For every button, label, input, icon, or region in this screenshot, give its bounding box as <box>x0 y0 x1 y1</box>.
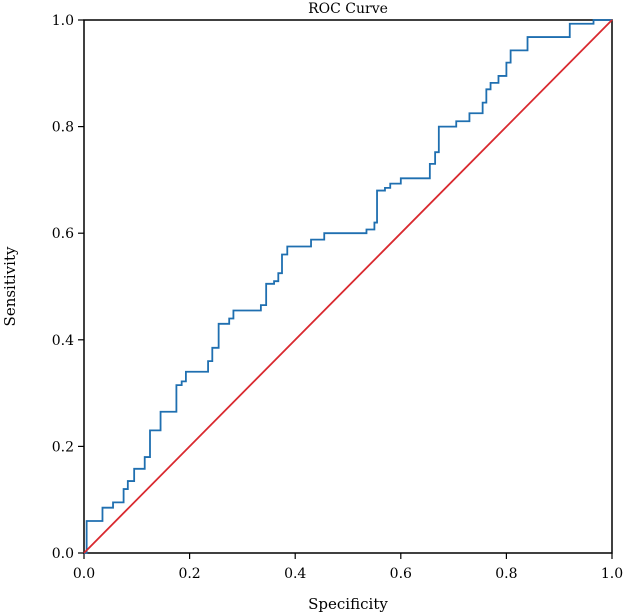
x-axis-ticks: 0.0 0.2 0.4 0.6 0.8 1.0 <box>73 553 623 582</box>
y-axis-title: Sensitivity <box>1 246 19 326</box>
roc-curve-line <box>84 19 612 554</box>
x-axis-title: Specificity <box>308 595 388 613</box>
y-tick-label: 0.8 <box>52 120 74 136</box>
chart-title: ROC Curve <box>308 1 388 17</box>
y-tick-label: 0.6 <box>52 226 74 242</box>
x-tick-label: 0.2 <box>178 566 200 582</box>
x-tick-label: 0.0 <box>73 566 95 582</box>
y-tick-label: 0.2 <box>52 439 74 455</box>
y-tick-label: 1.0 <box>52 13 74 29</box>
y-tick-label: 0.4 <box>52 333 74 349</box>
x-tick-label: 0.6 <box>390 566 412 582</box>
x-tick-label: 1.0 <box>601 566 623 582</box>
reference-diagonal-line <box>83 19 613 554</box>
y-tick-label: 0.0 <box>52 546 74 562</box>
y-axis-ticks: 0.0 0.2 0.4 0.6 0.8 1.0 <box>52 13 84 562</box>
plot-frame <box>83 19 613 554</box>
series-layer <box>83 19 613 554</box>
x-tick-label: 0.4 <box>284 566 306 582</box>
x-tick-label: 0.8 <box>495 566 517 582</box>
